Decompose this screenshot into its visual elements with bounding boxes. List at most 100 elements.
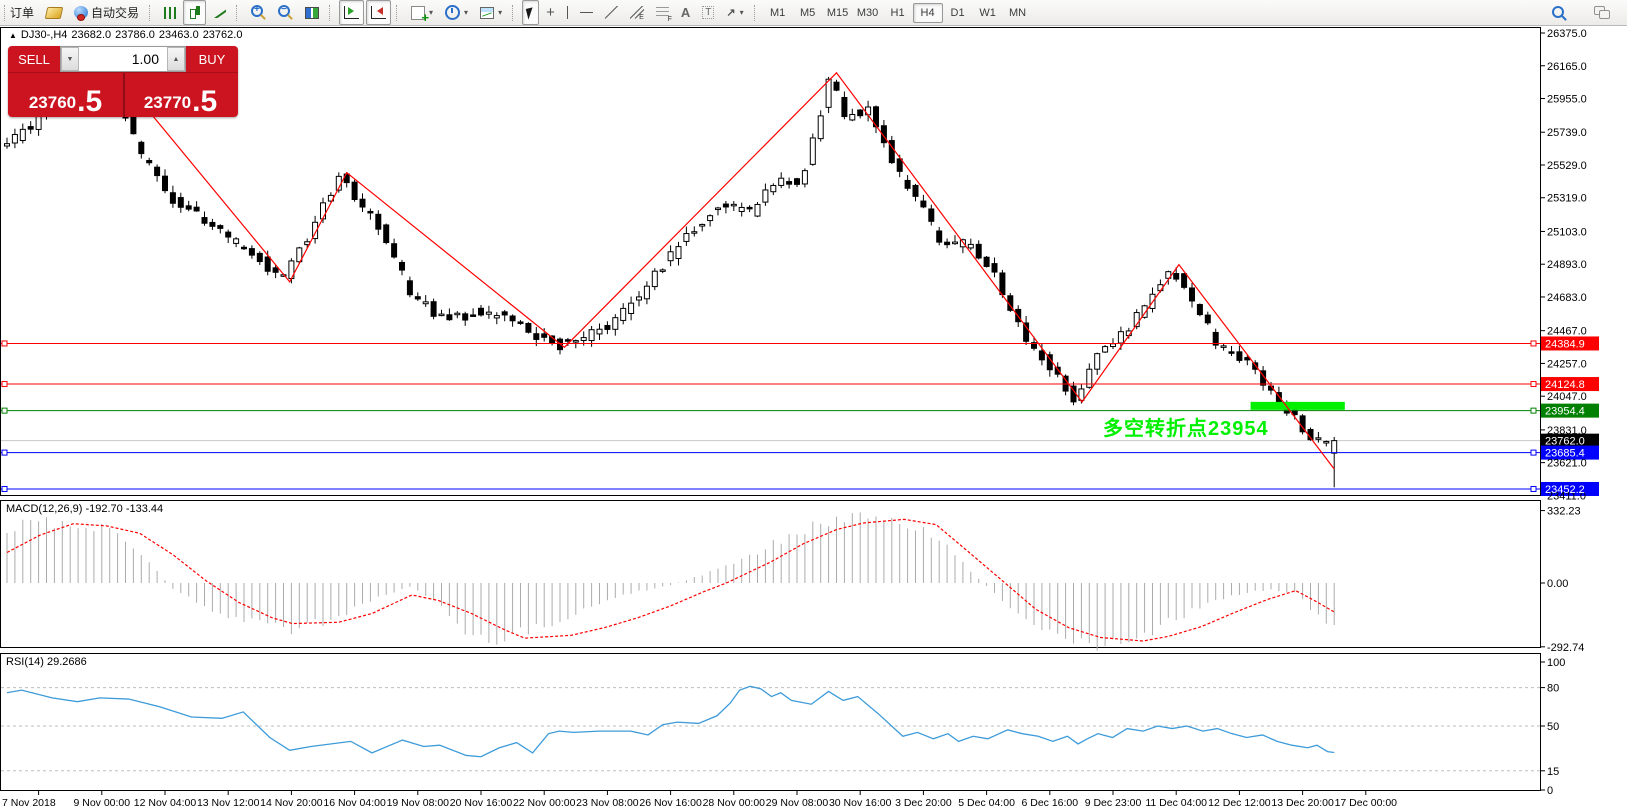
line-handle[interactable] (1, 340, 8, 347)
horizontal-line-button[interactable] (575, 0, 598, 25)
svg-text:332.23: 332.23 (1547, 506, 1581, 518)
text-label-button[interactable]: T (697, 0, 719, 25)
svg-text:9 Nov 00:00: 9 Nov 00:00 (73, 797, 130, 809)
arrows-icon: ↗ (726, 7, 736, 19)
macd-label: MACD(12,26,9) -192.70 -133.44 (6, 503, 164, 515)
timeframe-d1[interactable]: D1 (950, 6, 965, 19)
vertical-line-button[interactable] (562, 0, 573, 25)
timeframe-m1[interactable]: M1 (769, 6, 786, 19)
svg-text:11 Dec 04:00: 11 Dec 04:00 (1145, 797, 1207, 809)
svg-text:17 Dec 00:00: 17 Dec 00:00 (1335, 797, 1398, 809)
one-click-trading-panel: SELL ▼ 1.00 ▲ BUY 23760 .5 23770 .5 (8, 46, 238, 117)
pivot-annotation: 多空转折点23954 (1103, 418, 1269, 440)
buy-button[interactable]: BUY (186, 46, 238, 72)
auto-trading-button[interactable]: 自动交易 (69, 0, 144, 25)
indicators-button-dropdown-icon[interactable]: ▾ (429, 8, 434, 17)
line-handle[interactable] (1, 449, 8, 456)
svg-text:24047.0: 24047.0 (1547, 391, 1587, 403)
vertical-line-icon (566, 6, 568, 19)
search-icon (1551, 5, 1566, 20)
svg-text:5 Dec 04:00: 5 Dec 04:00 (958, 797, 1015, 809)
auto-trading-icon (74, 6, 89, 21)
auto-scroll-button[interactable] (339, 0, 365, 25)
auto-scroll-icon (344, 6, 360, 19)
periods-button-dropdown-icon[interactable]: ▾ (464, 8, 469, 17)
svg-text:23411.0: 23411.0 (1547, 490, 1586, 502)
rsi-label: RSI(14) 29.2686 (6, 656, 87, 668)
indicators-button[interactable]: ▾ (406, 0, 438, 25)
volume-stepper: ▼ 1.00 ▲ (60, 46, 186, 72)
templates-button[interactable]: ▾ (475, 0, 507, 25)
new-order-button[interactable]: 订单 (5, 0, 39, 25)
buy-price[interactable]: 23770 .5 (143, 84, 218, 117)
svg-text:24257.0: 24257.0 (1547, 358, 1587, 370)
sell-button[interactable]: SELL (8, 46, 60, 72)
timeframe-m5[interactable]: M5 (799, 6, 816, 19)
svg-text:24893.0: 24893.0 (1547, 259, 1587, 271)
timeframe-m30[interactable]: M30 (856, 6, 879, 19)
chart-shift-button[interactable] (366, 0, 392, 25)
text-button[interactable]: A (676, 0, 695, 25)
toolbar-grip (512, 4, 516, 21)
svg-text:0.00: 0.00 (1547, 578, 1568, 590)
svg-text:23762.0: 23762.0 (1545, 436, 1585, 448)
svg-text:20 Nov 16:00: 20 Nov 16:00 (450, 797, 513, 809)
svg-text:19 Nov 08:00: 19 Nov 08:00 (387, 797, 450, 809)
svg-text:12 Nov 04:00: 12 Nov 04:00 (134, 797, 197, 809)
zoom-in-button[interactable]: + (246, 0, 271, 25)
zoom-out-button[interactable]: − (273, 0, 298, 25)
line-handle[interactable] (1530, 340, 1537, 347)
tile-windows-button[interactable] (300, 0, 324, 25)
channel-button[interactable]: E (625, 0, 649, 25)
toolbar-grip (236, 4, 240, 21)
line-handle[interactable] (1530, 407, 1537, 414)
templates-button-dropdown-icon[interactable]: ▾ (498, 8, 503, 17)
svg-text:12 Dec 12:00: 12 Dec 12:00 (1208, 797, 1271, 809)
volume-input[interactable]: 1.00 (131, 51, 159, 67)
crosshair-button[interactable]: + (541, 0, 560, 25)
periods-button[interactable]: ▾ (440, 0, 473, 25)
price-level-label (1541, 377, 1599, 392)
price-level-label (1541, 481, 1599, 496)
cursor-button[interactable] (522, 0, 540, 25)
sell-price[interactable]: 23760 .5 (28, 84, 103, 117)
svg-text:13 Dec 20:00: 13 Dec 20:00 (1271, 797, 1334, 809)
pivot-highlight-bar[interactable] (1250, 401, 1345, 410)
timeframe-h4[interactable]: H4 (912, 2, 943, 23)
volume-decrease-button[interactable]: ▼ (61, 47, 79, 71)
svg-text:13 Nov 12:00: 13 Nov 12:00 (197, 797, 260, 809)
candlestick-button[interactable] (183, 0, 207, 25)
tile-windows-icon (305, 6, 320, 19)
collapse-icon[interactable]: ▲ (9, 31, 17, 40)
line-handle[interactable] (1, 407, 8, 414)
macd-plot (6, 510, 1545, 651)
toolbar-grip (149, 4, 153, 21)
toolbar-grip (329, 4, 333, 21)
fibonacci-button[interactable]: F (651, 0, 674, 25)
svg-text:9 Dec 23:00: 9 Dec 23:00 (1085, 797, 1142, 809)
bar-chart-button[interactable] (159, 0, 181, 25)
line-handle[interactable] (1530, 449, 1537, 456)
search-button[interactable] (1546, 0, 1571, 25)
svg-text:28 Nov 00:00: 28 Nov 00:00 (703, 797, 766, 809)
line-handle[interactable] (1530, 485, 1537, 492)
svg-text:3 Dec 20:00: 3 Dec 20:00 (895, 797, 952, 809)
toolbar-grip (753, 4, 758, 21)
line-handle[interactable] (1, 381, 8, 388)
timeframe-w1[interactable]: W1 (979, 6, 996, 19)
rsi-plot (1, 661, 1545, 791)
community-button[interactable] (1589, 0, 1616, 25)
line-handle[interactable] (1530, 381, 1537, 388)
horizontal-line-icon (579, 12, 593, 13)
templates-icon (480, 6, 495, 19)
timeframe-h1[interactable]: H1 (890, 6, 905, 19)
arrows-button[interactable]: ↗ ▾ (721, 0, 748, 25)
volume-increase-button[interactable]: ▲ (167, 47, 185, 71)
arrows-button-dropdown-icon[interactable]: ▾ (739, 8, 744, 17)
indicators-icon (411, 5, 429, 25)
line-handle[interactable] (1, 485, 8, 492)
timeframe-mn[interactable]: MN (1009, 6, 1027, 19)
new-order-button-label: 订单 (10, 6, 35, 20)
timeframe-m15[interactable]: M15 (826, 6, 849, 19)
